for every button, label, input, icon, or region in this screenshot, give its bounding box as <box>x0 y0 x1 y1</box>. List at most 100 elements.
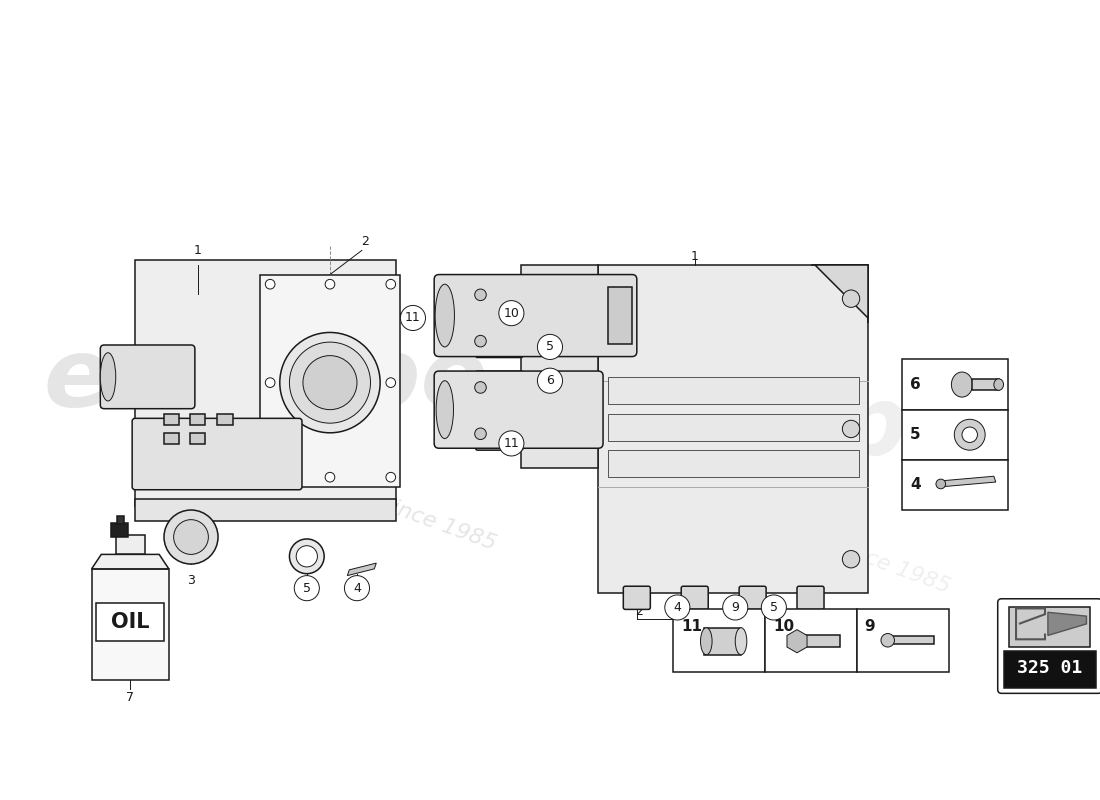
FancyBboxPatch shape <box>434 274 637 357</box>
Text: eurospo: eurospo <box>43 334 487 427</box>
Bar <box>608 414 859 441</box>
Ellipse shape <box>436 284 454 347</box>
Text: 10: 10 <box>504 306 519 320</box>
FancyBboxPatch shape <box>475 418 522 450</box>
Text: a passion for parts since 1985: a passion for parts since 1985 <box>176 420 499 554</box>
Text: 10: 10 <box>773 619 794 634</box>
Bar <box>598 265 868 593</box>
Bar <box>164 433 179 444</box>
FancyBboxPatch shape <box>475 325 522 358</box>
Circle shape <box>265 472 275 482</box>
FancyBboxPatch shape <box>475 371 522 404</box>
Bar <box>217 414 232 425</box>
Circle shape <box>475 335 486 347</box>
Circle shape <box>843 550 860 568</box>
Text: 4: 4 <box>353 582 361 594</box>
Text: rts: rts <box>223 392 375 485</box>
Circle shape <box>326 279 334 289</box>
Circle shape <box>664 595 690 620</box>
Bar <box>135 499 396 521</box>
Circle shape <box>962 427 978 442</box>
Text: 4: 4 <box>673 601 681 614</box>
Text: 5: 5 <box>770 601 778 614</box>
Ellipse shape <box>436 381 453 438</box>
Text: 11: 11 <box>681 619 702 634</box>
Bar <box>608 377 859 404</box>
Text: 5: 5 <box>302 582 311 594</box>
Text: 6: 6 <box>910 377 921 392</box>
Circle shape <box>279 333 381 433</box>
Polygon shape <box>91 554 168 569</box>
Circle shape <box>295 576 319 601</box>
Bar <box>521 265 598 467</box>
Circle shape <box>289 342 371 423</box>
Text: 9: 9 <box>732 601 739 614</box>
Circle shape <box>265 279 275 289</box>
Bar <box>971 378 999 390</box>
Circle shape <box>538 368 562 394</box>
Circle shape <box>265 378 275 387</box>
FancyBboxPatch shape <box>434 371 603 448</box>
Circle shape <box>723 595 748 620</box>
Ellipse shape <box>994 378 1003 390</box>
Circle shape <box>344 576 370 601</box>
Text: OIL: OIL <box>111 612 150 632</box>
Circle shape <box>400 306 426 330</box>
FancyBboxPatch shape <box>624 586 650 610</box>
Text: 6: 6 <box>546 374 554 387</box>
Circle shape <box>386 472 396 482</box>
Text: 8: 8 <box>725 637 733 650</box>
Bar <box>91 569 168 680</box>
Bar <box>117 516 124 523</box>
Text: 3: 3 <box>187 574 195 586</box>
Bar <box>190 433 206 444</box>
Bar <box>704 628 741 654</box>
Bar <box>261 274 400 487</box>
Bar <box>116 535 145 554</box>
Bar <box>190 414 206 425</box>
Bar <box>1003 651 1096 687</box>
Circle shape <box>296 546 318 567</box>
Text: 9: 9 <box>865 619 876 634</box>
Circle shape <box>174 520 208 554</box>
Bar <box>135 260 396 506</box>
Text: 2: 2 <box>635 605 642 618</box>
Circle shape <box>386 279 396 289</box>
Bar <box>794 635 840 647</box>
Text: 5: 5 <box>546 341 554 354</box>
Circle shape <box>843 420 860 438</box>
Text: 4: 4 <box>910 478 921 493</box>
FancyBboxPatch shape <box>739 586 766 610</box>
Bar <box>902 460 1009 510</box>
Polygon shape <box>815 265 868 318</box>
Circle shape <box>302 356 358 410</box>
Circle shape <box>475 428 486 439</box>
Bar <box>673 610 766 672</box>
Circle shape <box>326 472 334 482</box>
Circle shape <box>289 539 324 574</box>
FancyBboxPatch shape <box>798 586 824 610</box>
Circle shape <box>386 378 396 387</box>
Text: 7: 7 <box>126 690 134 704</box>
Text: 5: 5 <box>910 427 921 442</box>
Ellipse shape <box>735 628 747 654</box>
Bar <box>164 414 179 425</box>
Circle shape <box>538 334 562 359</box>
Circle shape <box>475 289 486 301</box>
Circle shape <box>498 301 524 326</box>
FancyBboxPatch shape <box>681 586 708 610</box>
Bar <box>1010 606 1090 647</box>
Polygon shape <box>939 476 996 487</box>
Text: 11: 11 <box>504 437 519 450</box>
FancyBboxPatch shape <box>132 418 302 490</box>
Circle shape <box>936 479 946 489</box>
Bar <box>111 522 129 537</box>
Circle shape <box>498 431 524 456</box>
Bar <box>884 637 934 644</box>
Polygon shape <box>1048 612 1087 635</box>
Text: 1: 1 <box>194 244 201 257</box>
Text: 11: 11 <box>405 311 421 325</box>
Text: 325 01: 325 01 <box>1018 659 1082 678</box>
Bar <box>766 610 857 672</box>
Bar <box>902 410 1009 460</box>
